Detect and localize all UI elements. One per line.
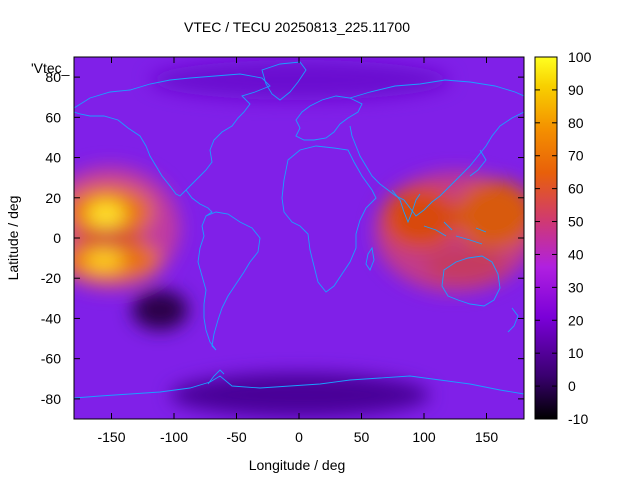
low-south-pacific — [132, 290, 188, 330]
coastline-antarctica — [74, 375, 524, 399]
coastline-india — [391, 189, 421, 224]
legend-key-label: 'Vtec_ — [31, 60, 70, 76]
coastline-europe — [295, 95, 363, 141]
colorbar-tick-label: 40 — [568, 246, 584, 262]
coastline-japan — [469, 149, 487, 177]
x-tick-label: -50 — [226, 429, 246, 445]
colorbar-tick-label: 0 — [568, 378, 576, 394]
coastline-australia — [441, 255, 501, 307]
low-arctic — [150, 60, 450, 100]
y-tick-label: 20 — [45, 190, 61, 206]
x-tick-label: 0 — [295, 429, 303, 445]
x-tick-label: -150 — [97, 429, 125, 445]
y-axis-label: Latitude / deg — [5, 196, 21, 281]
warm-australia — [425, 247, 505, 283]
colorbar-tick-label: 90 — [568, 82, 584, 98]
colorbar-tick-label: 80 — [568, 115, 584, 131]
x-axis-ticks: -150 -100 -50 0 50 100 150 — [97, 57, 498, 445]
chart-title: VTEC / TECU 20250813_225.11700 — [184, 19, 410, 35]
x-tick-label: 150 — [475, 429, 499, 445]
colorbar-tick-label: 70 — [568, 148, 584, 164]
colorbar — [534, 56, 558, 420]
y-tick-label: -20 — [41, 270, 61, 286]
y-axis-ticks: 80 60 40 20 0 -20 -40 -60 -80 — [41, 69, 524, 407]
colorbar-tick-label: 10 — [568, 345, 584, 361]
coastline-greenland — [261, 61, 307, 101]
colorbar-tick-label: 100 — [568, 49, 592, 65]
crest-asia — [382, 186, 458, 250]
y-tick-label: -60 — [41, 351, 61, 367]
crest-south-core — [84, 249, 124, 271]
colorbar-tick-label: -10 — [568, 411, 588, 427]
colorbar-tick-label: 50 — [568, 214, 584, 230]
y-tick-label: 60 — [45, 109, 61, 125]
y-tick-label: -40 — [41, 310, 61, 326]
y-tick-label: 0 — [53, 230, 61, 246]
x-tick-label: 50 — [354, 429, 370, 445]
x-tick-label: 100 — [412, 429, 436, 445]
crest-west-pacific — [455, 180, 524, 250]
coastline-south-america — [197, 211, 261, 351]
colorbar-tick-label: 30 — [568, 279, 584, 295]
coastline-africa — [281, 145, 377, 293]
coastline-antarctic-peninsula — [207, 369, 225, 385]
y-tick-label: 40 — [45, 150, 61, 166]
y-tick-label: -80 — [41, 391, 61, 407]
coastline-madagascar — [365, 246, 375, 271]
crest-north-core — [86, 200, 126, 228]
coastline-north-america — [74, 73, 271, 197]
trough-pacific — [74, 229, 146, 247]
x-tick-label: -100 — [160, 429, 188, 445]
coastline-central-america — [185, 189, 213, 217]
colorbar-tick-label: 20 — [568, 312, 584, 328]
coastline-indonesia — [423, 221, 487, 245]
colorbar-tick-label: 60 — [568, 181, 584, 197]
low-antarctic — [170, 373, 430, 417]
y-tick-label: 80 — [45, 69, 61, 85]
heatmap — [74, 57, 524, 419]
coastline-asia — [349, 79, 524, 217]
coastlines — [74, 61, 524, 399]
coastline-new-zealand — [507, 307, 519, 333]
x-axis-label: Longitude / deg — [249, 457, 346, 473]
